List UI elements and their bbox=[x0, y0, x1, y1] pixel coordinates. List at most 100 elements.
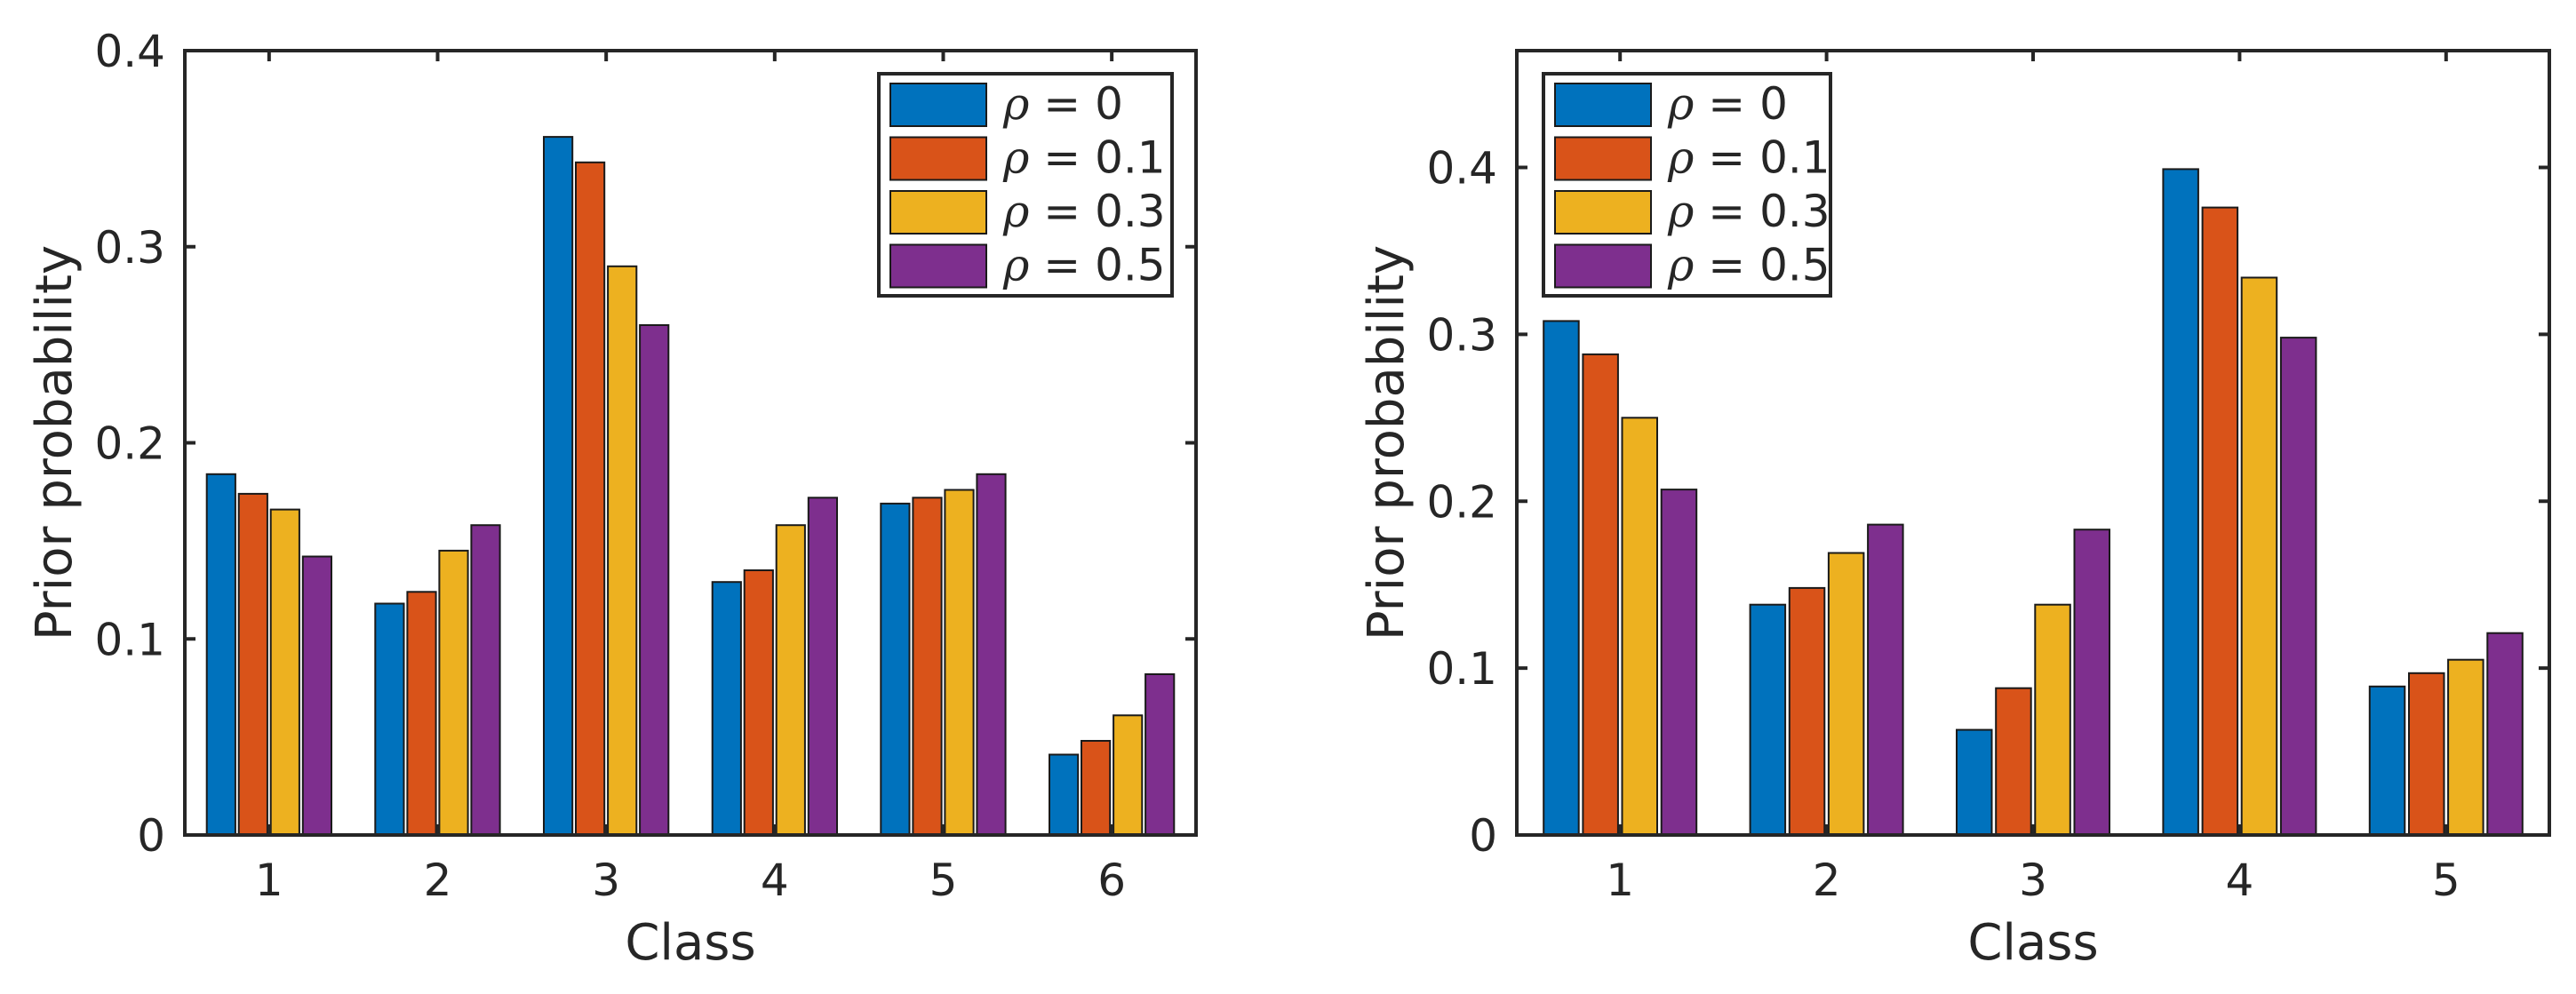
bar bbox=[1788, 586, 1826, 837]
legend-label: ρ = 0 bbox=[1667, 78, 1788, 130]
bar bbox=[269, 508, 300, 836]
x-axis-title: Class bbox=[1967, 914, 2098, 972]
bar bbox=[775, 524, 806, 836]
legend-value-text: = 0.3 bbox=[1029, 186, 1165, 237]
legend-swatch bbox=[889, 83, 987, 127]
y-tick-label: 0.2 bbox=[94, 418, 165, 470]
legend-rho-symbol: ρ bbox=[1667, 78, 1695, 130]
bar bbox=[807, 497, 838, 836]
chart-panel-2: 0 0.1 0.2 0.3 0.4 1 2 3 4 5 Class Prior probability… bbox=[1358, 49, 2551, 972]
bar bbox=[880, 502, 911, 837]
bar bbox=[711, 581, 742, 836]
y-tick-label: 0.4 bbox=[94, 26, 165, 77]
y-tick-label: 0 bbox=[137, 810, 165, 862]
bar bbox=[1827, 552, 1865, 836]
legend-value-text: = 0.1 bbox=[1694, 132, 1830, 184]
x-tick-label: 5 bbox=[929, 855, 958, 906]
legend-label: ρ = 0 bbox=[1002, 78, 1123, 130]
bar bbox=[438, 549, 469, 837]
bar bbox=[575, 161, 606, 837]
bar bbox=[1621, 417, 1658, 836]
x-tick-label: 4 bbox=[761, 855, 789, 906]
bar bbox=[2368, 685, 2406, 836]
legend: ρ = 0ρ = 0.1ρ = 0.3ρ = 0.5 bbox=[1542, 72, 1832, 298]
chart-panel-1: 0 0.1 0.2 0.3 0.4 1 2 3 4 5 6 Class Prior probabilit… bbox=[26, 26, 1198, 972]
bars-1 bbox=[205, 136, 1176, 837]
bar bbox=[1113, 714, 1144, 836]
legend-value-text: = 0.3 bbox=[1694, 186, 1830, 237]
y-tick-label: 0.3 bbox=[1426, 309, 1497, 361]
y-tick-label: 0.2 bbox=[1426, 476, 1497, 528]
x-tick-label: 6 bbox=[1097, 855, 1126, 906]
bar bbox=[2201, 206, 2239, 837]
bar bbox=[607, 265, 638, 836]
y-tick-label: 0.3 bbox=[94, 222, 165, 274]
legend-value-text: = 0 bbox=[1029, 78, 1123, 130]
bar bbox=[543, 136, 574, 837]
bar bbox=[1081, 740, 1112, 836]
bar bbox=[1956, 728, 1993, 836]
bar bbox=[374, 602, 405, 836]
legend-label: ρ = 0.1 bbox=[1667, 132, 1830, 184]
x-tick-label: 3 bbox=[2019, 855, 2047, 906]
bar bbox=[1582, 353, 1619, 836]
legend-swatch bbox=[889, 190, 987, 235]
bar bbox=[639, 324, 670, 836]
bars-2 bbox=[1543, 168, 2524, 837]
legend-swatch bbox=[889, 243, 987, 289]
x-axis-title: Class bbox=[625, 914, 755, 972]
bar bbox=[2162, 168, 2199, 836]
legend-label: ρ = 0.5 bbox=[1667, 240, 1830, 291]
bar bbox=[1049, 753, 1080, 836]
legend-rho-symbol: ρ bbox=[1002, 78, 1030, 130]
legend-label: ρ = 0.3 bbox=[1002, 186, 1166, 237]
legend: ρ = 0ρ = 0.1ρ = 0.3ρ = 0.5 bbox=[877, 72, 1174, 298]
legend-label: ρ = 0.1 bbox=[1002, 132, 1166, 184]
legend-value-text: = 0 bbox=[1694, 78, 1788, 130]
legend-rho-symbol: ρ bbox=[1667, 186, 1695, 237]
bar bbox=[1144, 673, 1176, 836]
legend-rho-symbol: ρ bbox=[1002, 132, 1030, 184]
x-tick-label: 1 bbox=[1606, 855, 1634, 906]
y-axis-title: Prior probability bbox=[1358, 245, 1416, 640]
y-tick-label: 0 bbox=[1469, 810, 1497, 862]
legend-swatch bbox=[1554, 136, 1652, 181]
legend-swatch bbox=[1554, 243, 1652, 289]
bar bbox=[2240, 276, 2278, 836]
legend-value-text: = 0.1 bbox=[1029, 132, 1165, 184]
bar bbox=[301, 555, 332, 836]
bar bbox=[743, 569, 774, 836]
bar bbox=[2034, 603, 2071, 836]
bar bbox=[976, 473, 1007, 836]
legend-swatch bbox=[889, 136, 987, 181]
legend-swatch bbox=[1554, 190, 1652, 235]
bar bbox=[912, 497, 943, 836]
x-tick-label: 3 bbox=[592, 855, 620, 906]
x-tick-label: 5 bbox=[2432, 855, 2460, 906]
legend-rho-symbol: ρ bbox=[1002, 186, 1030, 237]
bar bbox=[2279, 337, 2317, 837]
bar bbox=[205, 473, 236, 836]
x-tick-label: 1 bbox=[255, 855, 283, 906]
legend-value-text: = 0.5 bbox=[1029, 240, 1165, 291]
bar bbox=[2073, 529, 2110, 836]
x-tick-label: 4 bbox=[2225, 855, 2253, 906]
bar bbox=[1660, 489, 1698, 836]
y-tick-label: 0.1 bbox=[94, 614, 165, 665]
legend-rho-symbol: ρ bbox=[1002, 240, 1030, 291]
legend-label: ρ = 0.3 bbox=[1667, 186, 1830, 237]
bar bbox=[1867, 523, 1904, 836]
legend-swatch bbox=[1554, 83, 1652, 127]
bar bbox=[2447, 658, 2484, 837]
y-tick-label: 0.4 bbox=[1426, 143, 1497, 195]
y-axis-title: Prior probability bbox=[26, 245, 84, 640]
x-tick-label: 2 bbox=[1813, 855, 1841, 906]
bar bbox=[2408, 672, 2445, 836]
bar bbox=[237, 492, 268, 837]
bar bbox=[1749, 603, 1787, 836]
y-tick-label: 0.1 bbox=[1426, 643, 1497, 695]
bar bbox=[944, 489, 975, 836]
legend-label: ρ = 0.5 bbox=[1002, 240, 1166, 291]
bar bbox=[406, 591, 437, 836]
